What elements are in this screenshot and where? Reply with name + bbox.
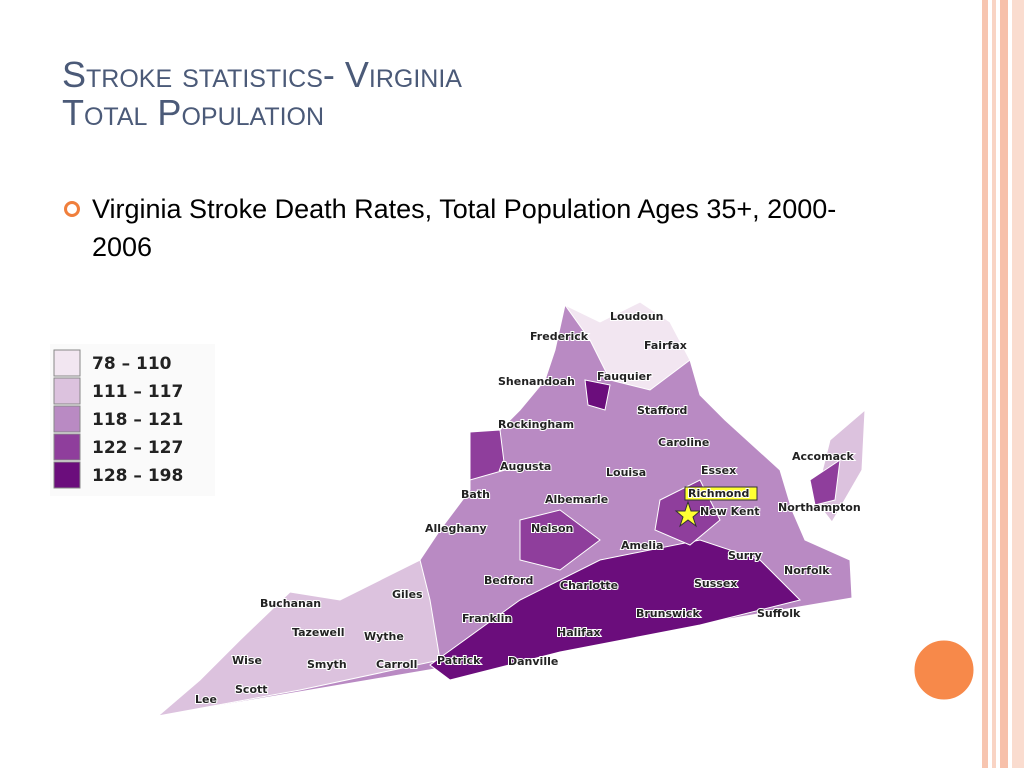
- county-label: Norfolk: [784, 564, 830, 577]
- county-label: Smyth: [307, 658, 347, 671]
- county-label: Buchanan: [260, 597, 321, 610]
- richmond-star: [674, 500, 702, 528]
- county-label: Tazewell: [292, 626, 345, 639]
- region: [519, 509, 601, 571]
- county-label: Bath: [461, 488, 490, 501]
- region: [564, 301, 691, 391]
- county-label: New Kent: [700, 505, 760, 518]
- title-line: Total Population: [62, 92, 325, 133]
- richmond-tag: [684, 486, 758, 501]
- title: Stroke statistics- Virginia Total Popula…: [62, 56, 462, 132]
- county-label: Wise: [232, 654, 262, 667]
- county-label: Carroll: [376, 658, 417, 671]
- county-label: Alleghany: [425, 522, 487, 535]
- county-label: Richmond: [688, 487, 749, 500]
- legend-label: 78 – 110: [92, 354, 172, 374]
- region: [469, 429, 506, 481]
- county-label: Rockingham: [498, 418, 574, 431]
- region: [429, 539, 801, 681]
- county-label: Franklin: [462, 612, 512, 625]
- legend-label: 118 – 121: [92, 410, 183, 430]
- map: [156, 301, 866, 717]
- border-stripe: [1012, 0, 1024, 768]
- legend-swatch: [53, 405, 81, 433]
- county-label: Surry: [728, 549, 762, 562]
- title-line: Stroke statistics- Virginia: [62, 54, 462, 95]
- county-label: Louisa: [606, 466, 646, 479]
- county-label: Halifax: [557, 626, 600, 639]
- county-label: Stafford: [637, 404, 687, 417]
- county-label: Shenandoah: [498, 375, 575, 388]
- county-label: Patrick: [437, 654, 481, 667]
- border-stripe: [992, 0, 996, 768]
- county-label: Charlotte: [560, 579, 618, 592]
- region: [156, 559, 441, 717]
- legend-swatch: [53, 461, 81, 489]
- legend-swatch: [53, 433, 81, 461]
- region: [584, 379, 611, 411]
- legend-label: 128 – 198: [92, 466, 183, 486]
- map-labels: Loudoun Frederick Fairfax Shenandoah Fauquie…: [194, 309, 862, 707]
- county-label: Wythe: [364, 630, 404, 643]
- legend-swatch: [53, 377, 81, 405]
- border-stripe: [982, 0, 988, 768]
- legend: 78 – 110 111 – 117 118 – 121 122 – 127 128 –…: [50, 344, 215, 496]
- county-label: Amelia: [621, 539, 663, 552]
- county-label: Loudoun: [610, 310, 664, 323]
- bullet-text: Virginia Stroke Death Rates, Total Popul…: [92, 194, 837, 262]
- county-label: Albemarle: [545, 493, 608, 506]
- county-label: Nelson: [531, 522, 573, 535]
- border-stripe: [1000, 0, 1008, 768]
- county-label: Frederick: [530, 330, 589, 343]
- county-label: Lee: [195, 693, 217, 706]
- decor-circle: [911, 637, 977, 703]
- region: [809, 458, 841, 506]
- county-label: Sussex: [694, 577, 737, 590]
- county-label: Fauquier: [597, 370, 652, 383]
- county-label: Danville: [508, 655, 558, 668]
- county-label: Giles: [392, 588, 423, 601]
- county-label: Accomack: [792, 450, 855, 463]
- legend-swatch: [53, 349, 81, 377]
- county-label: Essex: [701, 464, 736, 477]
- county-label: Fairfax: [644, 339, 687, 352]
- county-label: Brunswick: [636, 607, 700, 620]
- county-label: Bedford: [484, 574, 533, 587]
- county-label: Augusta: [500, 460, 551, 473]
- legend-label: 122 – 127: [92, 438, 183, 458]
- county-label: Caroline: [658, 436, 709, 449]
- legend-label: 111 – 117: [92, 382, 183, 402]
- county-label: Suffolk: [757, 607, 801, 620]
- bullet-marker: [64, 201, 80, 217]
- county-label: Northampton: [778, 501, 861, 514]
- county-label: Scott: [235, 683, 268, 696]
